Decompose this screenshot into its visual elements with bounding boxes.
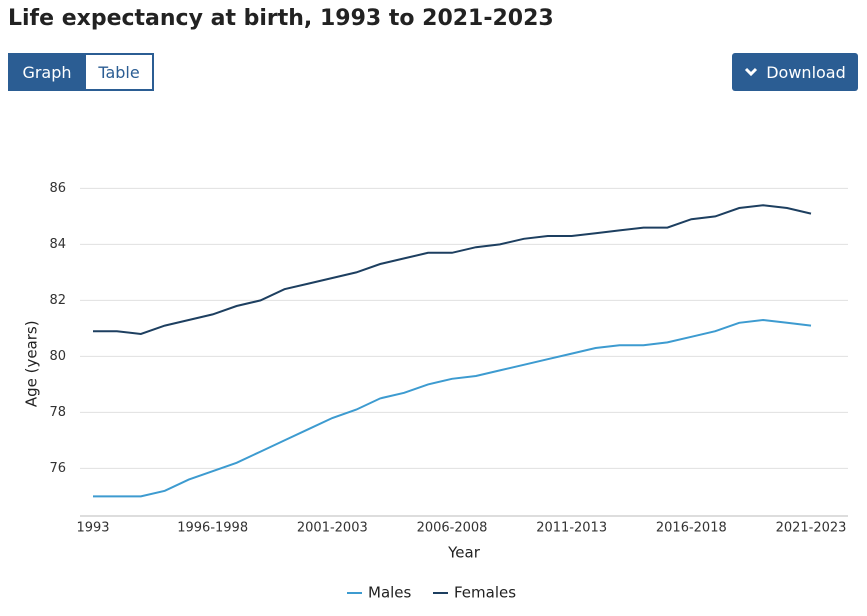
chevron-icon: [745, 67, 758, 77]
y-tick-label: 78: [49, 405, 66, 420]
series-line: [93, 204, 812, 336]
download-label: Download: [766, 62, 846, 82]
y-tick-label: 86: [49, 181, 66, 196]
x-tick-label: 2006-2008: [417, 521, 488, 536]
x-tick-label: 1993: [76, 521, 109, 536]
x-tick-label: 2011-2013: [536, 521, 607, 536]
y-tick-label: 82: [49, 293, 66, 308]
y-axis-label: Age (years): [23, 320, 41, 407]
series-line: [93, 318, 812, 498]
download-button[interactable]: Download: [732, 53, 858, 91]
chart-title: Life expectancy at birth, 1993 to 2021-2…: [8, 6, 554, 31]
table-tab[interactable]: Table: [84, 53, 154, 91]
y-tick-label: 84: [49, 237, 66, 252]
legend-label: Males: [368, 584, 412, 602]
y-tick-label: 76: [49, 461, 66, 476]
y-tick-label: 80: [49, 349, 66, 364]
graph-tab[interactable]: Graph: [8, 53, 86, 91]
x-tick-label: 2016-2018: [656, 521, 727, 536]
x-tick-label: 2001-2003: [297, 521, 368, 536]
x-tick-label: 1996-1998: [177, 521, 248, 536]
legend-label: Females: [454, 584, 516, 602]
x-axis-label: Year: [447, 544, 481, 562]
x-tick-label: 2021-2023: [776, 521, 847, 536]
